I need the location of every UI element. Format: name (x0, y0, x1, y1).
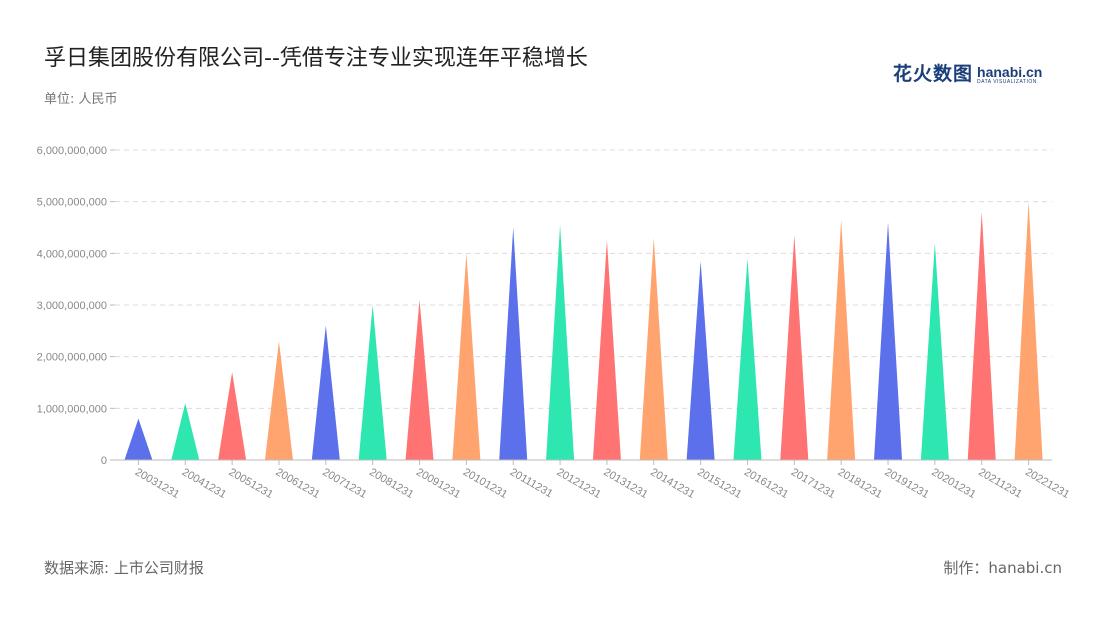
x-tick-label: 20171231 (789, 466, 837, 501)
gridlines (115, 149, 1052, 409)
x-tick-label: 20161231 (742, 466, 790, 501)
y-tick-label: 2,000,000,000 (37, 352, 107, 364)
bar-series (124, 201, 1043, 460)
bar-20151231 (686, 261, 715, 460)
bar-20101231 (452, 253, 481, 460)
bar-20201231 (920, 243, 949, 460)
x-tick-label: 20131231 (601, 466, 649, 501)
x-tick-label: 20121231 (555, 466, 603, 501)
x-tick-label: 20221231 (1023, 466, 1071, 501)
x-tick-label: 20151231 (695, 466, 743, 501)
x-tick-label: 20181231 (836, 466, 884, 501)
y-axis-ticks: 0 1,000,000,000 2,000,000,000 3,000,000,000… (37, 145, 115, 467)
y-tick-label: 5,000,000,000 (37, 197, 107, 209)
maker-credit: 制作：hanabi.cn (943, 559, 1062, 577)
logo-en-subtitle: DATA VISUALIZATION (977, 79, 1037, 85)
y-tick-label: 1,000,000,000 (37, 403, 107, 415)
y-tick-label: 4,000,000,000 (37, 248, 107, 260)
y-tick-label: 3,000,000,000 (37, 300, 107, 312)
bar-20031231 (124, 418, 153, 460)
brand-logo: 花火数图 hanabi.cn DATA VISUALIZATION (893, 60, 1042, 86)
bar-20211231 (967, 212, 996, 460)
bar-20141231 (639, 237, 668, 460)
y-tick-label: 6,000,000,000 (37, 145, 107, 157)
logo-en-block: hanabi.cn DATA VISUALIZATION (977, 65, 1042, 86)
bar-20041231 (171, 403, 200, 460)
bar-20111231 (499, 227, 528, 460)
unit-label: 单位: 人民币 (44, 92, 118, 107)
y-tick-label: 0 (101, 455, 107, 467)
x-tick-label: 20141231 (648, 466, 696, 501)
bar-20081231 (358, 305, 387, 460)
bar-20071231 (311, 325, 340, 460)
x-tick-label: 20031231 (133, 466, 181, 501)
x-tick-label: 20081231 (367, 466, 415, 501)
x-tick-label: 20061231 (273, 466, 321, 501)
bar-20121231 (546, 224, 575, 460)
x-axis-ticks: 2003123120041231200512312006123120071231… (133, 460, 1071, 501)
x-tick-label: 20111231 (508, 466, 555, 500)
bar-20051231 (218, 372, 247, 460)
bar-20181231 (827, 219, 856, 460)
data-source: 数据来源: 上市公司财报 (44, 559, 204, 577)
chart-title: 孚日集团股份有限公司--凭借专注专业实现连年平稳增长 (44, 46, 588, 71)
x-tick-label: 20191231 (883, 466, 931, 501)
bar-20221231 (1014, 201, 1043, 460)
logo-cn-text: 花火数图 (893, 63, 974, 85)
bar-20161231 (733, 258, 762, 460)
bar-20131231 (592, 240, 621, 460)
x-tick-label: 20071231 (320, 466, 368, 501)
x-tick-label: 20211231 (976, 466, 1024, 500)
bar-20171231 (780, 235, 809, 460)
x-tick-label: 20051231 (227, 466, 275, 501)
x-tick-label: 20041231 (180, 466, 228, 501)
logo-en-text: hanabi.cn (977, 64, 1043, 80)
x-tick-label: 20101231 (461, 466, 509, 501)
bar-20191231 (874, 222, 903, 460)
x-tick-label: 20091231 (414, 466, 462, 501)
bar-20091231 (405, 299, 434, 460)
x-tick-label: 20201231 (929, 466, 977, 501)
bar-20061231 (264, 341, 293, 460)
